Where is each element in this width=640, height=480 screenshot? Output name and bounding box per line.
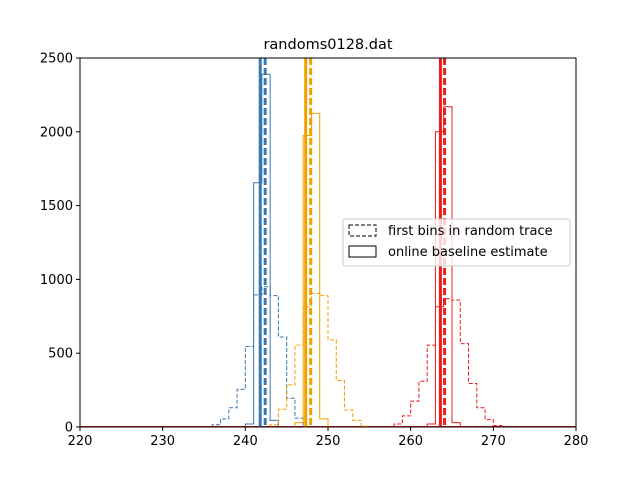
chart-title: randoms0128.dat	[263, 37, 392, 53]
histogram-red-dashed	[393, 298, 503, 427]
x-tick-label: 280	[564, 434, 589, 449]
histogram-orange-dashed	[269, 292, 370, 427]
histogram-blue-solid	[244, 73, 279, 427]
x-tick-label: 250	[316, 434, 341, 449]
x-tick-label: 220	[68, 434, 93, 449]
x-tick-label: 230	[150, 434, 175, 449]
y-tick-label: 1000	[40, 273, 73, 288]
y-tick-label: 500	[48, 347, 73, 362]
legend-label-solid: online baseline estimate	[388, 245, 548, 260]
legend-swatch-dashed	[348, 224, 377, 237]
legend: first bins in random trace online baseli…	[342, 218, 571, 267]
x-tick-label: 240	[233, 434, 258, 449]
y-tick-label: 1500	[40, 199, 73, 214]
legend-swatch-solid	[348, 245, 377, 258]
y-axis: 0 500 1000 1500 2000 2500	[40, 52, 80, 436]
x-axis: 220 230 240 250 260 270 280	[68, 427, 589, 449]
legend-label-dashed: first bins in random trace	[388, 224, 553, 239]
x-tick-label: 260	[398, 434, 423, 449]
y-tick-label: 0	[65, 421, 73, 436]
y-tick-label: 2000	[40, 125, 73, 140]
x-tick-label: 270	[481, 434, 506, 449]
legend-frame	[342, 218, 571, 267]
y-tick-label: 2500	[40, 52, 73, 67]
histogram-blue-dashed	[211, 286, 304, 427]
